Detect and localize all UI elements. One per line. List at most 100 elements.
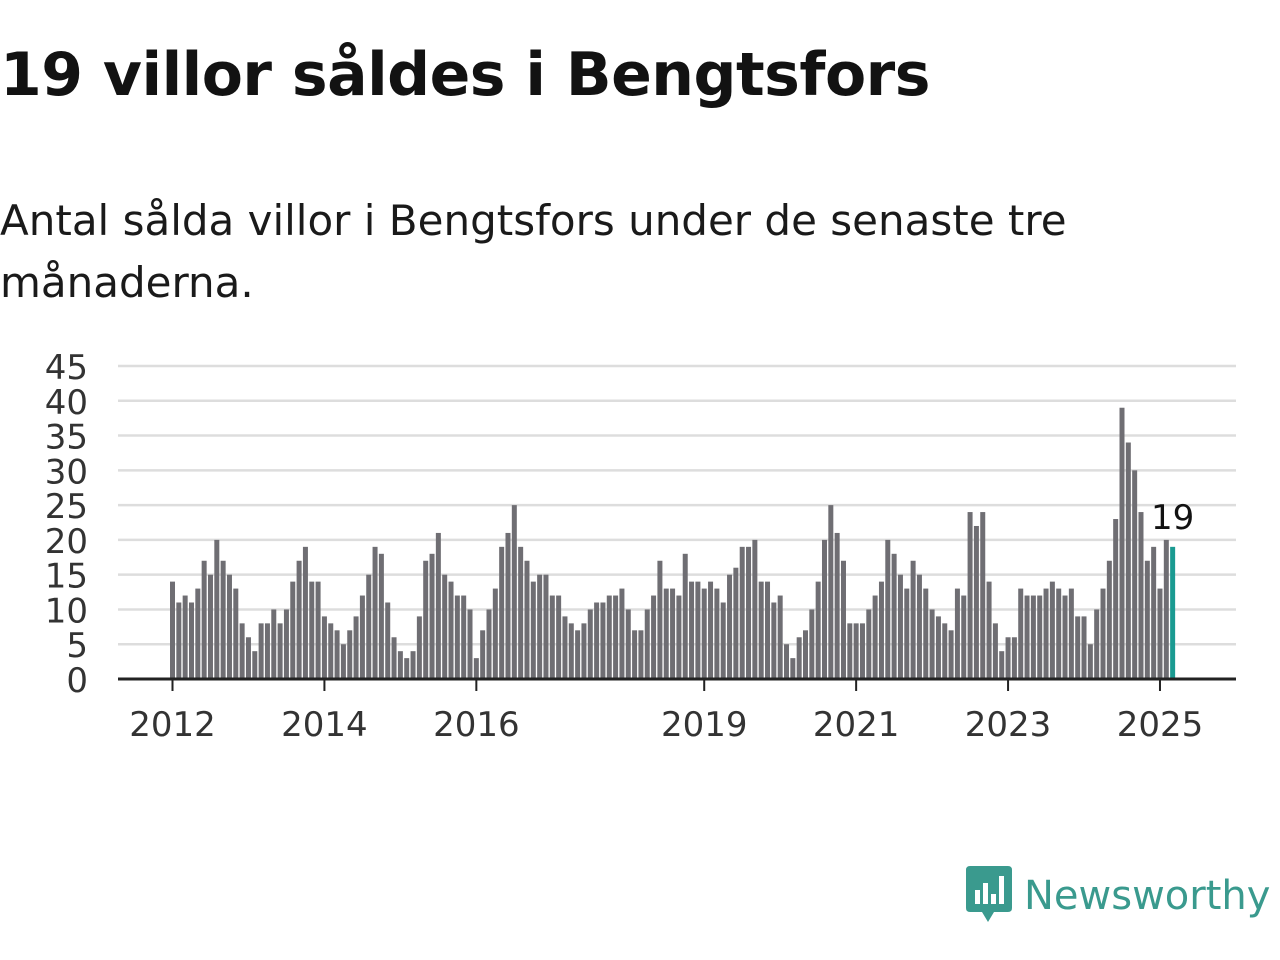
x-tick-label: 2014: [281, 705, 368, 740]
bar: [416, 616, 422, 679]
bar: [891, 553, 897, 679]
bar: [454, 595, 460, 679]
bar: [480, 630, 486, 679]
bar: [834, 532, 840, 679]
bar: [207, 574, 213, 679]
y-tick-label: 35: [45, 418, 88, 458]
bar: [1119, 407, 1125, 679]
bar: [587, 609, 593, 679]
bar: [353, 616, 359, 679]
bar: [1138, 512, 1144, 679]
bar: [859, 623, 865, 679]
bar: [739, 546, 745, 679]
bar: [600, 602, 606, 679]
bar: [581, 623, 587, 679]
bar: [334, 630, 340, 679]
bar: [954, 588, 960, 679]
last-value-label: 19: [1151, 498, 1194, 538]
bar: [543, 574, 549, 679]
bar: [258, 623, 264, 679]
bar: [562, 616, 568, 679]
bar: [784, 644, 790, 679]
bar: [397, 651, 403, 679]
bar: [410, 651, 416, 679]
bar: [524, 560, 530, 679]
bar: [752, 539, 758, 679]
bar: [429, 553, 435, 679]
bar: [283, 609, 289, 679]
bar: [1144, 560, 1150, 679]
y-tick-label: 15: [45, 557, 88, 597]
bar: [1043, 588, 1049, 679]
bar: [821, 539, 827, 679]
bar: [708, 581, 714, 679]
bar: [796, 637, 802, 679]
bar: [663, 588, 669, 679]
bar: [632, 630, 638, 679]
bar: [530, 581, 536, 679]
bar: [840, 560, 846, 679]
bar: [885, 539, 891, 679]
bar: [315, 581, 321, 679]
bar: [1081, 616, 1087, 679]
brand-name: Newsworthy: [1024, 873, 1271, 919]
bar: [670, 588, 676, 679]
bar: [815, 581, 821, 679]
bar: [296, 560, 302, 679]
bar: [1075, 616, 1081, 679]
bar: [657, 560, 663, 679]
bar: [727, 574, 733, 679]
bar: [613, 595, 619, 679]
bar: [923, 588, 929, 679]
newsworthy-logo-icon: [966, 866, 1012, 922]
chart-subtitle: Antal sålda villor i Bengtsfors under de…: [0, 196, 1067, 307]
bar: [309, 581, 315, 679]
bar: [328, 623, 334, 679]
bar: [619, 588, 625, 679]
bar: [866, 609, 872, 679]
bar: [435, 532, 441, 679]
bar: [448, 581, 454, 679]
bar: [467, 609, 473, 679]
bar: [1049, 581, 1055, 679]
x-tick-label: 2012: [129, 705, 216, 740]
bar: [1068, 588, 1074, 679]
bar: [182, 595, 188, 679]
bar: [233, 588, 239, 679]
bar: [803, 630, 808, 679]
bar: [176, 602, 182, 679]
brand-logo[interactable]: Newsworthy: [964, 864, 1270, 928]
bar: [790, 658, 796, 679]
bar: [385, 602, 391, 679]
bar: [252, 651, 258, 679]
bar: [537, 574, 543, 679]
bar: [404, 658, 410, 679]
bar: [980, 512, 986, 679]
bar: [986, 581, 992, 679]
bar: [340, 644, 346, 679]
bar: [746, 546, 752, 679]
bar: [1125, 442, 1131, 679]
bar: [321, 616, 327, 679]
bar: [916, 574, 922, 679]
bar: [828, 505, 834, 679]
bar: [942, 623, 948, 679]
bar: [606, 595, 612, 679]
y-tick-label: 30: [45, 452, 88, 492]
y-tick-label: 25: [45, 487, 88, 527]
bar: [695, 581, 701, 679]
bar: [359, 595, 365, 679]
bar: [929, 609, 935, 679]
bar: [689, 581, 695, 679]
bar: [1056, 588, 1062, 679]
bar: [1157, 588, 1163, 679]
bar: [651, 595, 657, 679]
bar: [245, 637, 251, 679]
bar: [442, 574, 448, 679]
bar: [575, 630, 581, 679]
bar: [682, 553, 688, 679]
bar: [201, 560, 207, 679]
bar: [486, 609, 492, 679]
bar: [714, 588, 720, 679]
